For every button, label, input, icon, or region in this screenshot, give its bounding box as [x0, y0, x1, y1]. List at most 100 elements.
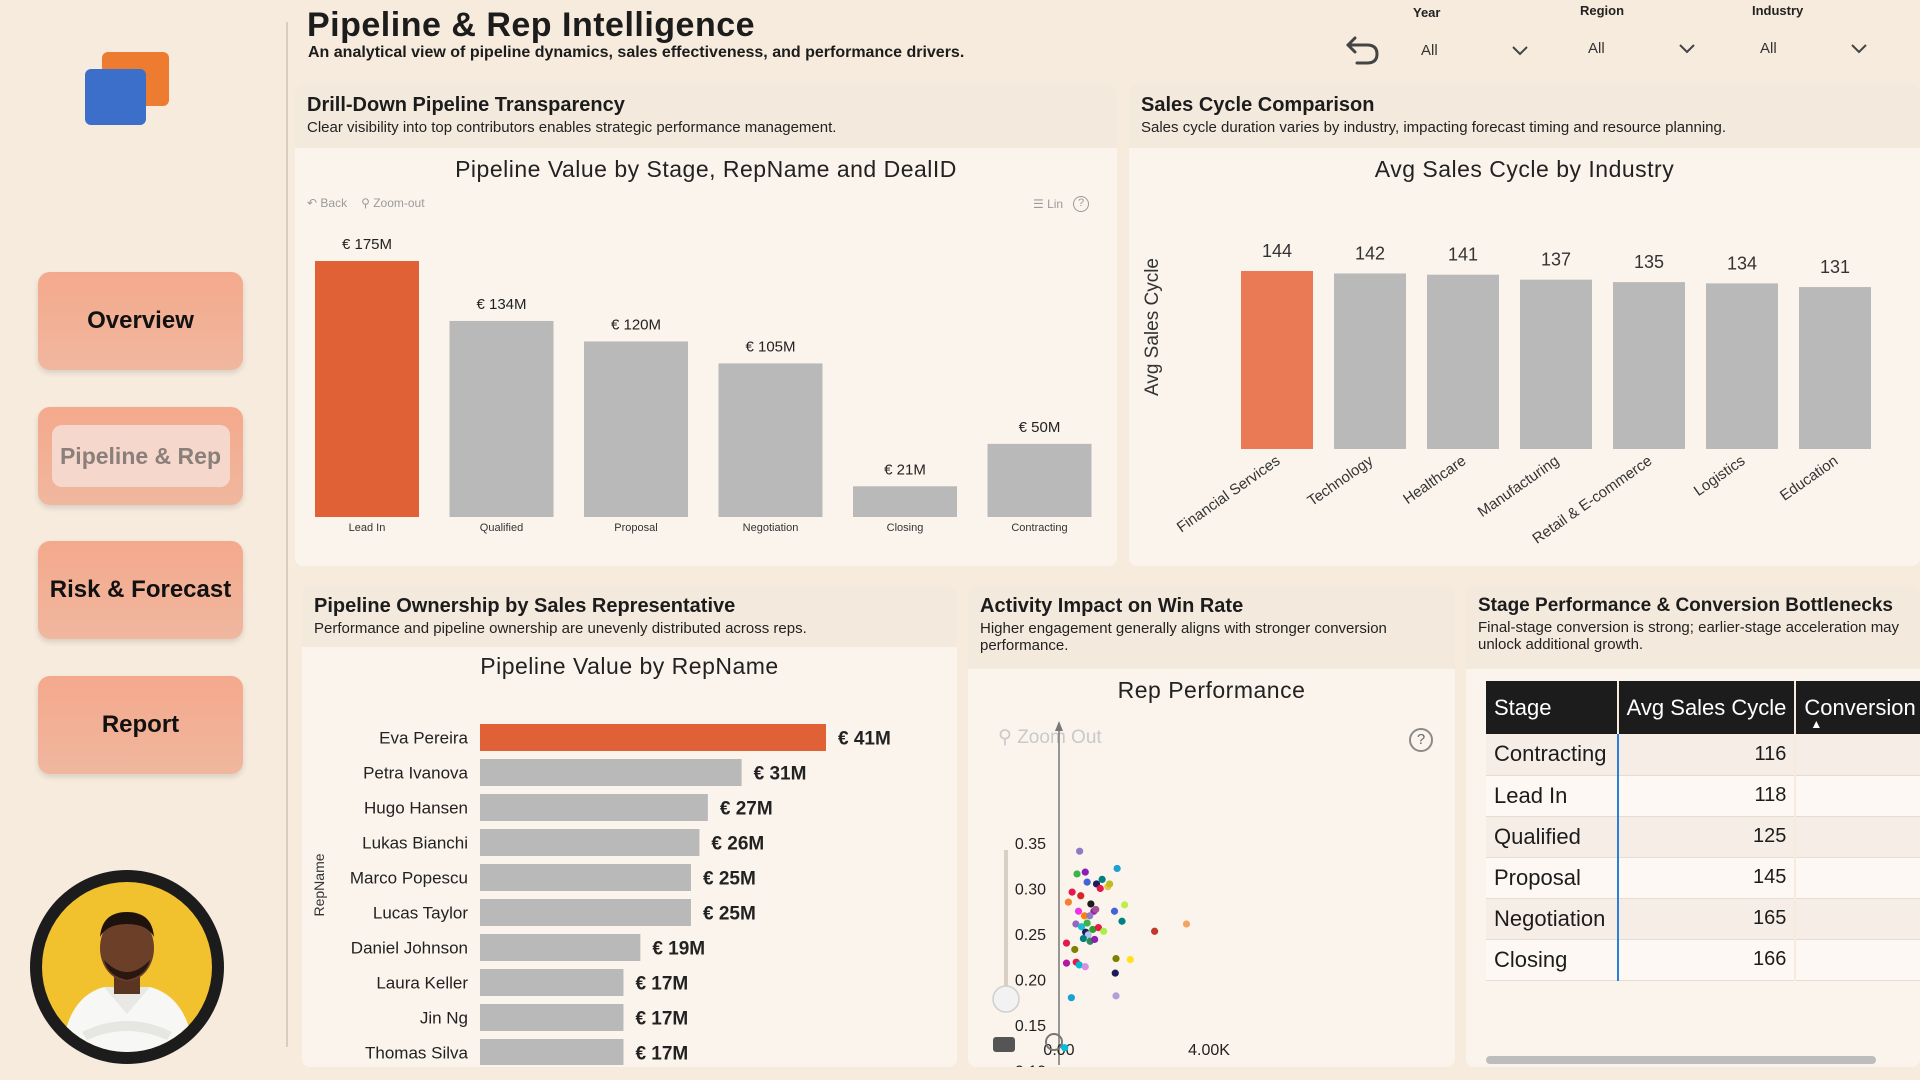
nav-overview-button[interactable]: Overview [38, 272, 243, 370]
rep-bar[interactable] [480, 969, 624, 996]
rep-bar[interactable] [480, 724, 826, 751]
scatter-point[interactable] [1087, 900, 1095, 908]
scatter-point[interactable] [1062, 959, 1071, 967]
help-icon[interactable]: ? [1073, 196, 1090, 212]
page-subtitle: An analytical view of pipeline dynamics,… [308, 44, 965, 61]
scatter-point[interactable] [1111, 969, 1119, 977]
stage-bar[interactable] [853, 486, 957, 517]
scatter-point[interactable] [1067, 994, 1075, 1002]
scatter-point[interactable] [1106, 880, 1114, 888]
nav-pipeline-rep-button[interactable]: Pipeline & Rep [38, 407, 243, 505]
scatter-point[interactable] [1083, 878, 1091, 886]
scatter-point[interactable] [1092, 905, 1100, 914]
scatter-point[interactable] [1074, 907, 1083, 915]
rep-bar[interactable] [480, 759, 742, 786]
cycle-bar[interactable] [1706, 283, 1778, 449]
scatter-point[interactable] [1077, 923, 1086, 931]
card-ownership-title: Pipeline Ownership by Sales Representati… [314, 595, 736, 617]
filter-industry-value: All [1760, 39, 1777, 57]
stage-bar[interactable] [718, 363, 823, 517]
zoom-out-button[interactable]: ⚲ Zoom-out [361, 196, 425, 210]
scatter-point[interactable] [1096, 884, 1104, 893]
reset-undo-icon[interactable] [1343, 28, 1383, 68]
cycle-bar-label: 142 [1355, 243, 1385, 263]
scatter-point[interactable] [1089, 925, 1097, 934]
nav-risk-forecast-button[interactable]: Risk & Forecast [38, 541, 243, 639]
cycle-bar[interactable] [1799, 287, 1871, 449]
scale-toggle-button[interactable]: ☰ Lin [1033, 197, 1064, 211]
table-row[interactable]: Closing16632 [1486, 939, 1920, 981]
scatter-point[interactable] [1126, 955, 1134, 964]
scatter-point[interactable] [1100, 927, 1108, 935]
scatter-point[interactable] [1121, 901, 1129, 909]
rep-bar[interactable] [480, 794, 708, 821]
scatter-point[interactable] [1062, 939, 1071, 947]
table-row[interactable]: Qualified12526 [1486, 816, 1920, 858]
table-cell-conv: 26 [1794, 898, 1920, 940]
scatter-point[interactable] [1076, 847, 1084, 855]
scatter-point[interactable] [1073, 870, 1081, 878]
rep-bar[interactable] [480, 829, 700, 856]
stage-bar[interactable] [449, 320, 554, 517]
scatter-help-icon[interactable]: ? [1409, 728, 1433, 752]
scatter-point[interactable] [1068, 888, 1076, 896]
scatter-point[interactable] [1081, 963, 1089, 971]
cycle-bar[interactable] [1241, 271, 1313, 449]
rep-bar[interactable] [480, 1004, 624, 1031]
stage-bar[interactable] [584, 341, 688, 517]
zoom-slider-handle[interactable] [992, 985, 1020, 1013]
scatter-point[interactable] [1077, 892, 1085, 900]
column-header-stage[interactable]: Stage [1486, 681, 1618, 734]
rep-name-label: Lukas Bianchi [362, 834, 468, 853]
table-row[interactable]: Proposal14526 [1486, 857, 1920, 899]
scatter-point[interactable] [1110, 907, 1119, 915]
scatter-point[interactable] [1091, 935, 1099, 944]
camera-icon[interactable] [993, 1037, 1015, 1052]
scatter-point[interactable] [1118, 917, 1126, 925]
table-row[interactable]: Lead In11824 [1486, 775, 1920, 817]
scatter-point[interactable] [1061, 1044, 1069, 1052]
scatter-point[interactable] [1182, 920, 1191, 928]
rep-bar[interactable] [480, 934, 641, 961]
filter-industry-dropdown[interactable]: All [1752, 30, 1876, 66]
column-header-avg-cycle[interactable]: Avg Sales Cycle [1616, 681, 1797, 734]
stage-bar[interactable] [315, 261, 419, 517]
scatter-point[interactable] [1094, 924, 1102, 932]
card-stage-title: Stage Performance & Conversion Bottlenec… [1478, 595, 1893, 616]
table-cell-cycle: 145 [1616, 857, 1796, 899]
cycle-bar[interactable] [1427, 274, 1499, 449]
scatter-point[interactable] [1098, 875, 1106, 883]
scatter-point[interactable] [1075, 961, 1083, 969]
filter-region-dropdown[interactable]: All [1580, 30, 1704, 66]
scatter-point[interactable] [1151, 927, 1159, 935]
filter-year-dropdown[interactable]: All [1413, 32, 1537, 68]
scatter-point[interactable] [1072, 920, 1080, 928]
scatter-point[interactable] [1064, 898, 1072, 906]
nav-report-button[interactable]: Report [38, 676, 243, 774]
scatter-point[interactable] [1113, 864, 1121, 873]
rep-bar[interactable] [480, 1039, 624, 1065]
rep-bar[interactable] [480, 899, 691, 926]
stage-bar[interactable] [987, 443, 1092, 517]
stage-category-label: Proposal [614, 522, 657, 534]
scatter-point[interactable] [1081, 868, 1089, 876]
column-header-conversion[interactable]: Conversion ▲ [1795, 681, 1920, 734]
back-button[interactable]: ↶ Back [307, 196, 348, 210]
rep-bar[interactable] [480, 864, 691, 891]
filter-region: Region All [1580, 3, 1704, 66]
cycle-bar[interactable] [1334, 273, 1406, 449]
cycle-bar[interactable] [1520, 279, 1592, 449]
table-row[interactable]: Contracting11621 [1486, 734, 1920, 776]
rep-bar-label: € 17M [635, 974, 688, 995]
horizontal-scrollbar[interactable] [1486, 1056, 1876, 1064]
scatter-point[interactable] [1080, 912, 1089, 920]
scatter-point[interactable] [1083, 919, 1091, 927]
scatter-point[interactable] [1071, 945, 1079, 954]
scatter-point[interactable] [1112, 954, 1120, 963]
x-slider-handle[interactable] [1045, 1033, 1063, 1051]
cycle-bar[interactable] [1613, 282, 1685, 449]
scatter-point[interactable] [1112, 992, 1120, 1000]
scatter-point[interactable] [1086, 912, 1094, 920]
table-row[interactable]: Negotiation16526 [1486, 898, 1920, 940]
scatter-point[interactable] [1079, 934, 1087, 943]
